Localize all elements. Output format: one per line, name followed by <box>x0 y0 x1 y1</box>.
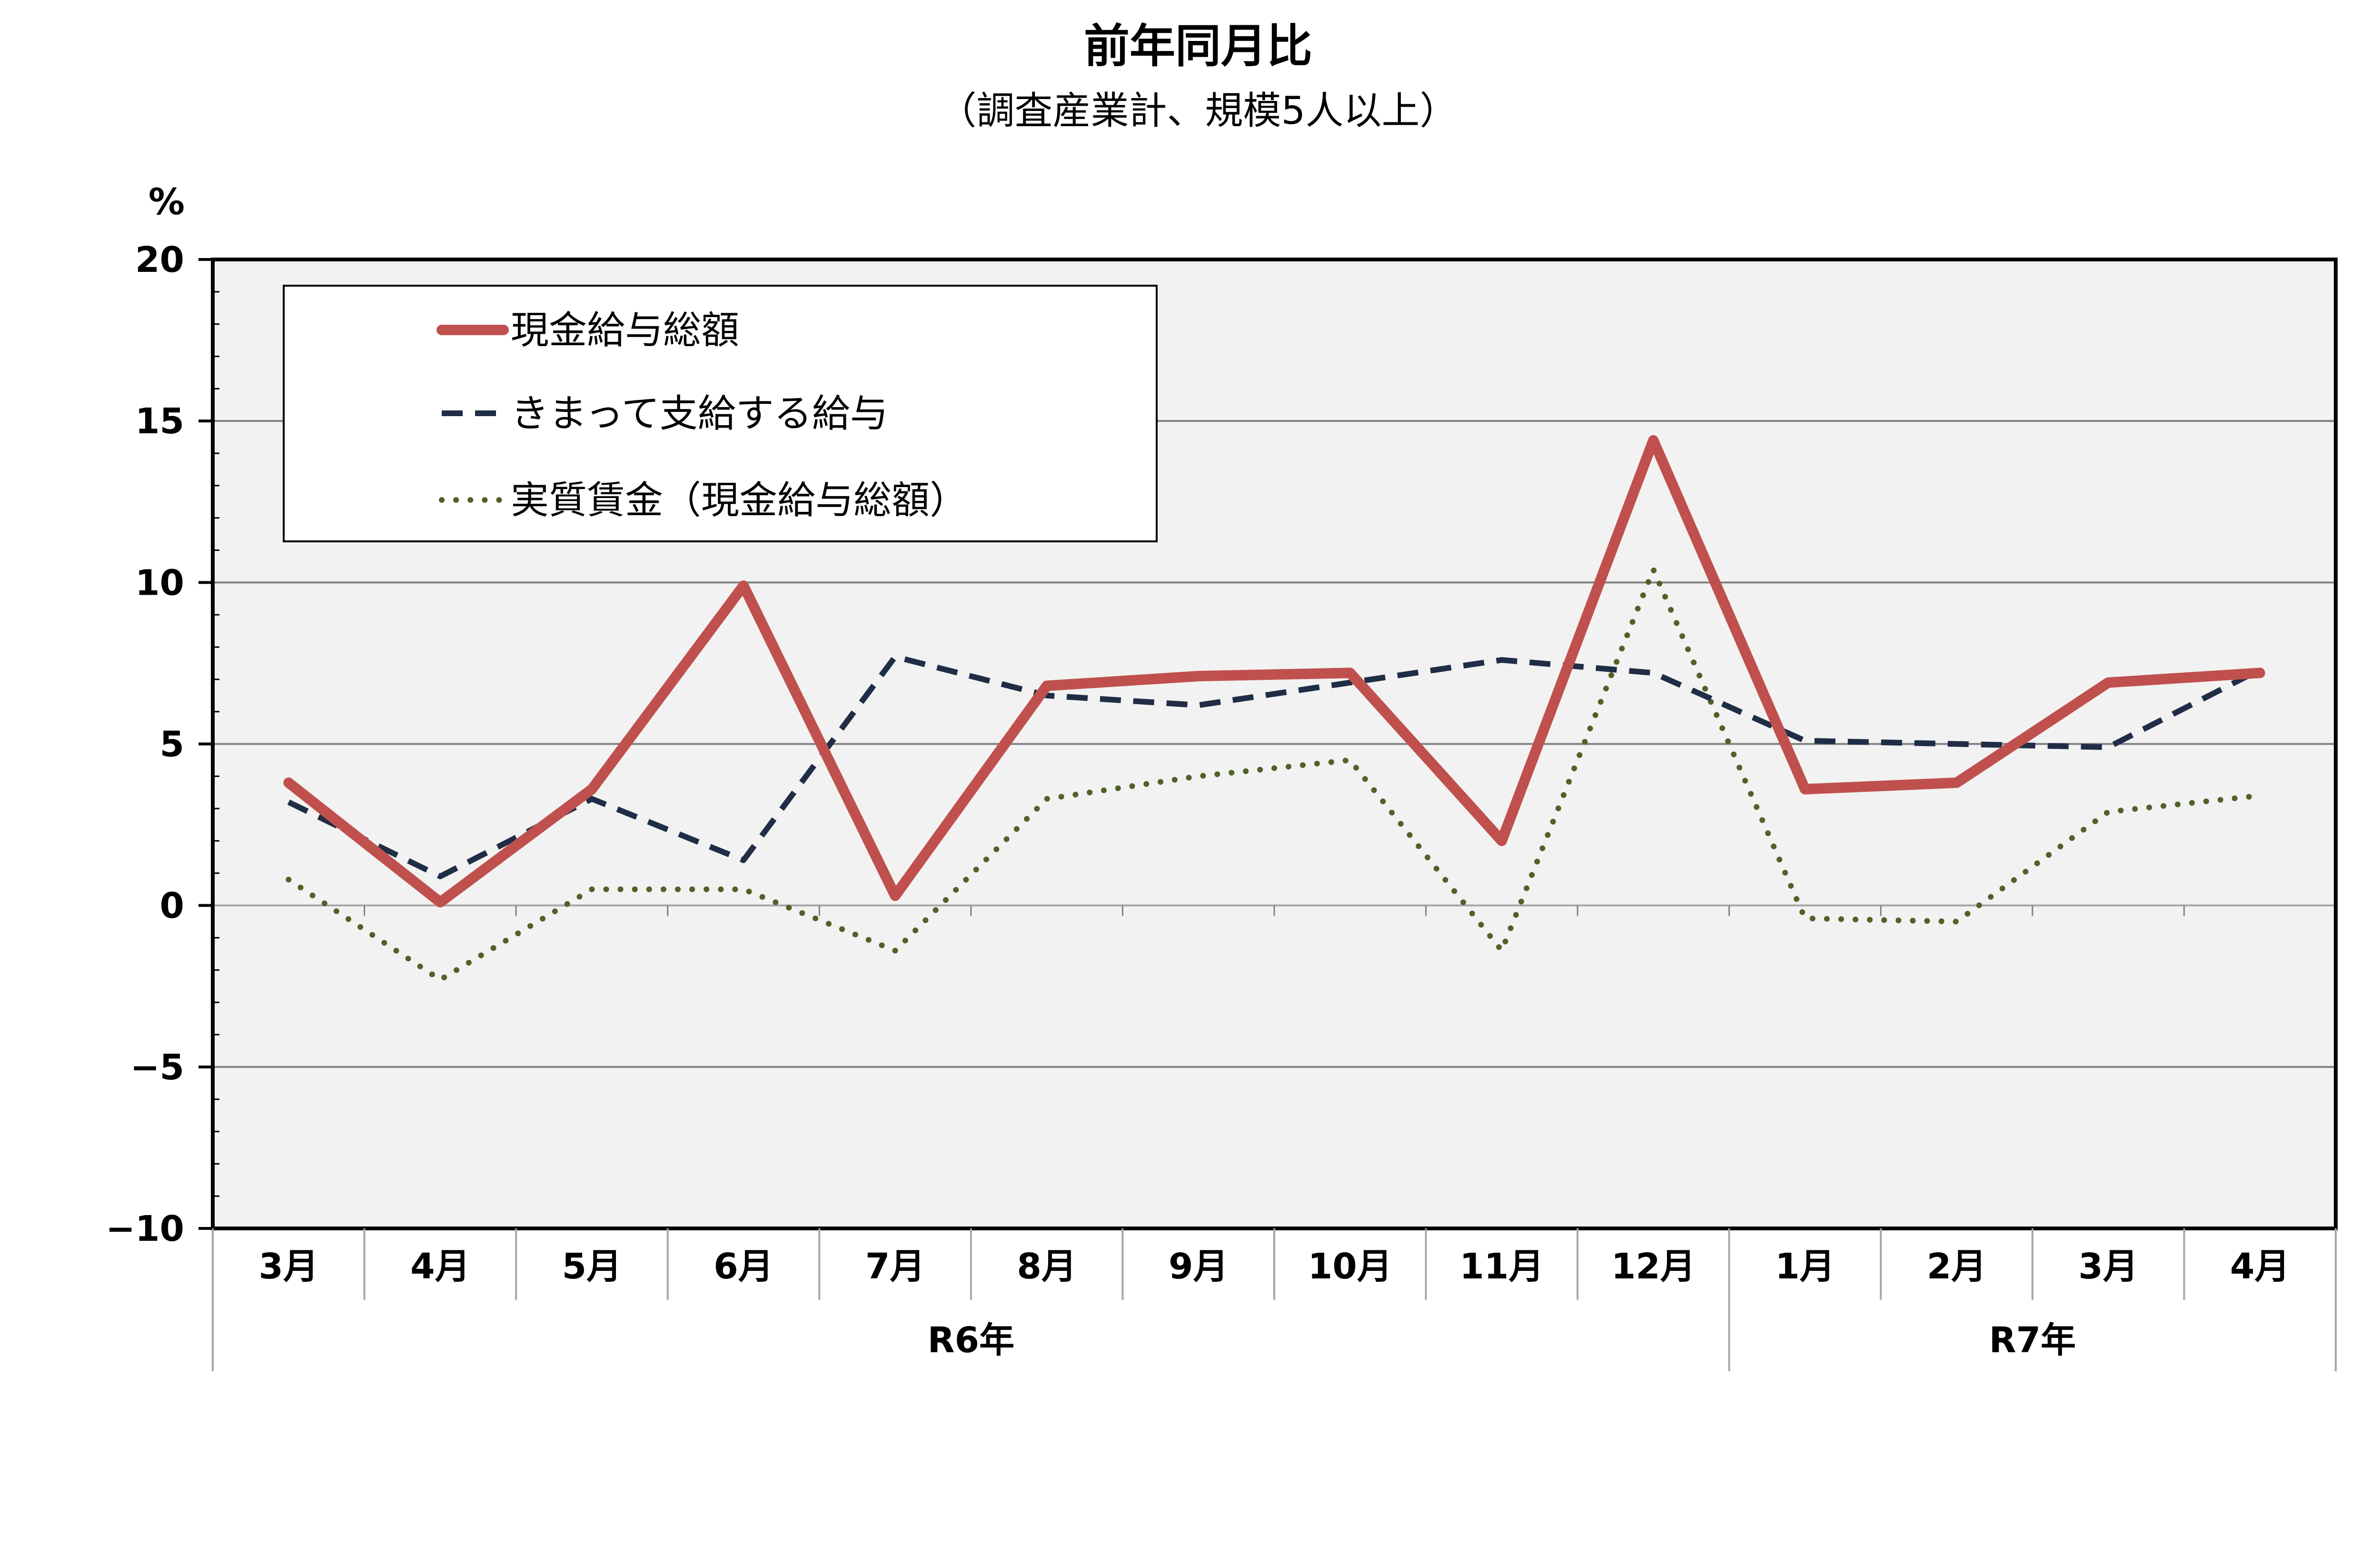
x-tick-label: 4月 <box>410 1246 470 1287</box>
y-tick-label: 0 <box>160 886 185 927</box>
y-tick-label: 20 <box>135 239 184 280</box>
series-lines <box>283 435 2265 983</box>
x-tick-label: 9月 <box>1169 1246 1229 1287</box>
x-tick-label: 3月 <box>259 1246 319 1287</box>
x-tick-label: 3月 <box>2078 1246 2138 1287</box>
y-tick-label: 15 <box>135 401 184 442</box>
x-tick-label: 1月 <box>1775 1246 1835 1287</box>
x-tick-label: 6月 <box>714 1246 774 1287</box>
x-group-label: R7年 <box>1989 1320 2076 1361</box>
x-group-label: R6年 <box>928 1320 1014 1361</box>
y-axis-unit-label: % <box>149 180 185 223</box>
x-tick-label: 2月 <box>1927 1246 1987 1287</box>
y-tick-label: 5 <box>160 724 185 765</box>
x-tick-label: 4月 <box>2230 1246 2290 1287</box>
y-tick-label: −5 <box>130 1047 185 1088</box>
legend-label: 現金給与総額 <box>511 308 739 352</box>
x-axis-categories: 3月 4月 5月 6月 7月 8月 9月 10月 11月 12月 1月 2月 3月 4月 R6年 R7年 <box>212 1228 2337 1371</box>
x-tick-label: 7月 <box>865 1246 925 1287</box>
chart-subtitle: （調査産業計、規模5人以上） <box>939 89 1458 133</box>
x-tick-label: 12月 <box>1611 1246 1696 1287</box>
series-line-1 <box>287 654 2261 879</box>
chart-title: 前年同月比 <box>1084 20 1312 73</box>
x-tick-label: 10月 <box>1308 1246 1392 1287</box>
series-line-2 <box>286 567 2263 983</box>
legend-label: 実質賃金（現金給与総額） <box>511 478 968 522</box>
series-line-0 <box>283 435 2265 908</box>
x-tick-label: 5月 <box>562 1246 622 1287</box>
legend-box <box>283 285 1158 542</box>
x-tick-label: 8月 <box>1017 1246 1077 1287</box>
y-tick-label: −10 <box>106 1208 184 1249</box>
y-tick-labels: 20 15 10 5 0 −5 −10 <box>106 239 184 1249</box>
legend-label: きまって支給する給与 <box>511 391 888 436</box>
y-tick-label: 10 <box>135 562 184 603</box>
x-tick-label: 11月 <box>1459 1246 1544 1287</box>
